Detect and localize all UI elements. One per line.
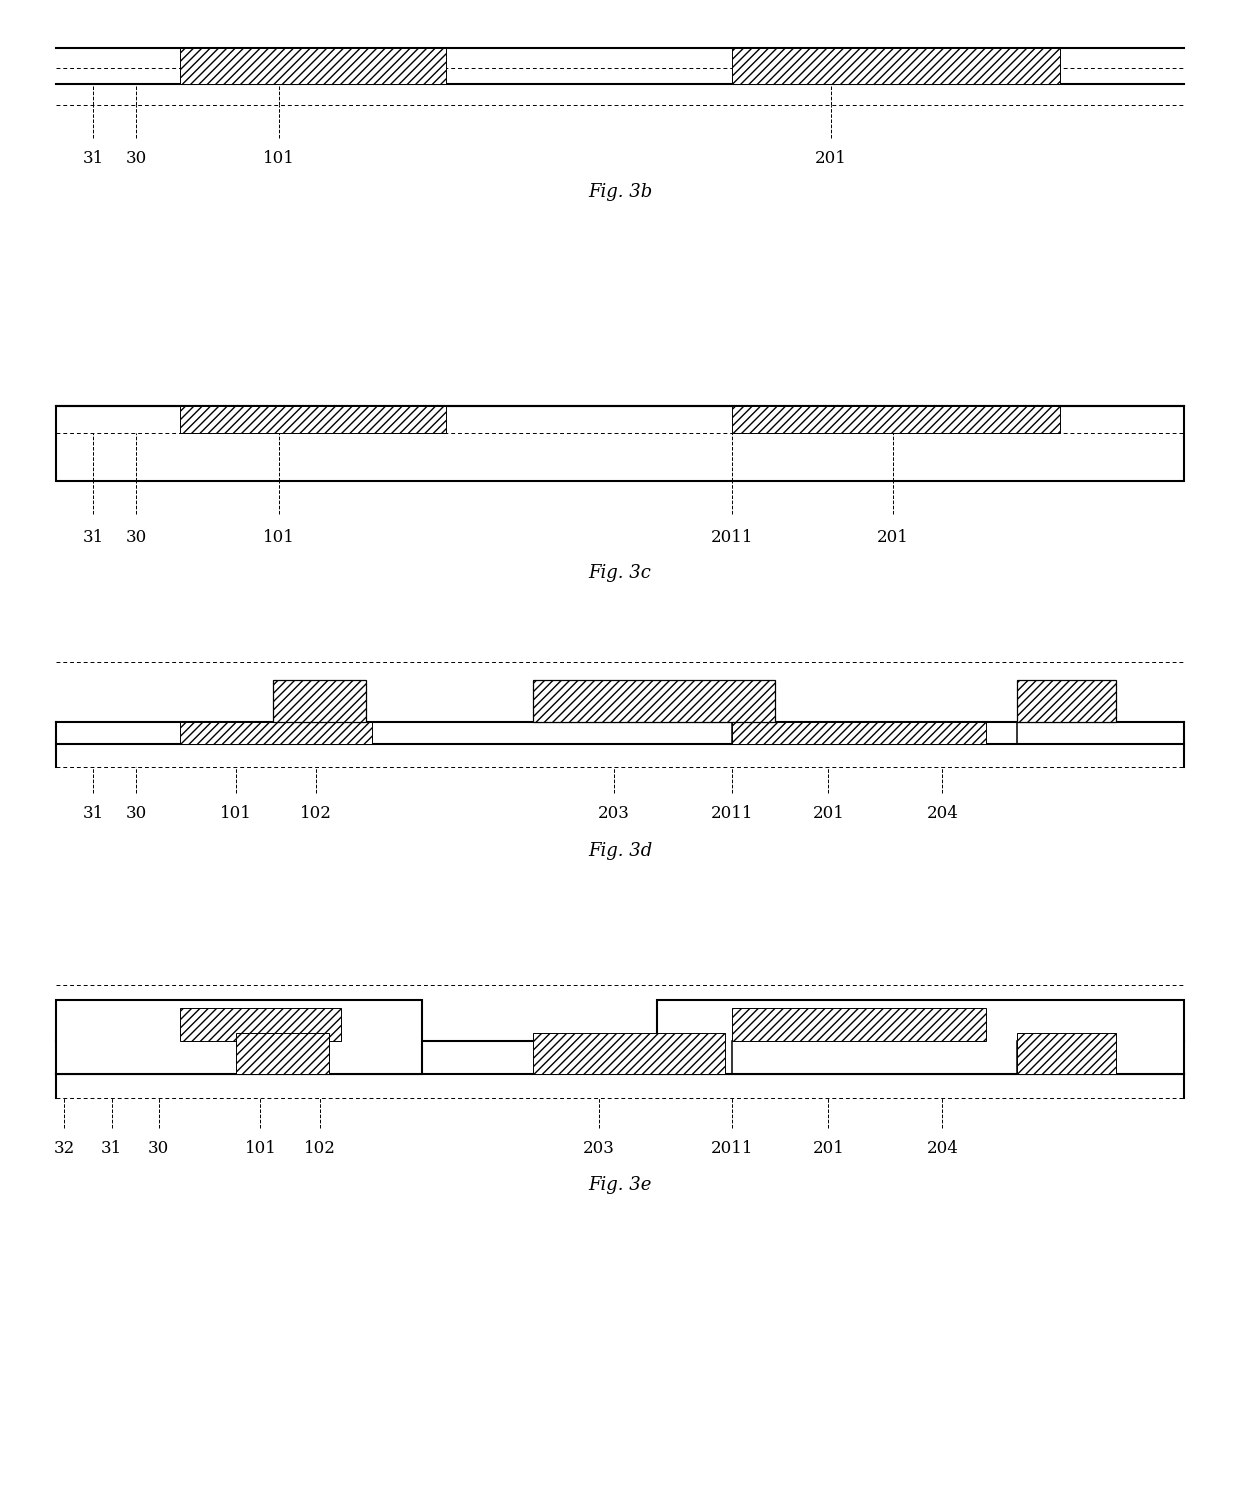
- Text: 30: 30: [125, 529, 148, 546]
- Text: 31: 31: [82, 805, 104, 821]
- Text: 2011: 2011: [711, 529, 753, 546]
- Text: 203: 203: [598, 805, 630, 821]
- Text: 30: 30: [125, 150, 148, 167]
- Text: Fig. 3c: Fig. 3c: [589, 564, 651, 582]
- Bar: [732, 1008, 986, 1041]
- Text: 102: 102: [300, 805, 332, 821]
- Bar: [732, 722, 986, 744]
- Bar: [533, 1033, 725, 1074]
- Text: Fig. 3e: Fig. 3e: [588, 1176, 652, 1194]
- Bar: [180, 722, 372, 744]
- Text: 201: 201: [815, 150, 847, 167]
- Text: 101: 101: [219, 805, 252, 821]
- Bar: [56, 84, 1184, 105]
- Text: Fig. 3d: Fig. 3d: [588, 842, 652, 860]
- Bar: [732, 406, 1060, 433]
- Text: 203: 203: [583, 1140, 615, 1157]
- Bar: [1017, 1033, 1116, 1074]
- Text: 2011: 2011: [711, 1140, 753, 1157]
- Bar: [273, 680, 366, 722]
- Bar: [1017, 680, 1116, 722]
- Bar: [56, 406, 1184, 481]
- Text: 201: 201: [877, 529, 909, 546]
- Text: 101: 101: [263, 150, 295, 167]
- Bar: [236, 1033, 329, 1074]
- Text: 32: 32: [53, 1140, 76, 1157]
- Text: 102: 102: [304, 1140, 336, 1157]
- Text: 30: 30: [125, 805, 148, 821]
- Bar: [533, 680, 775, 722]
- Text: 101: 101: [263, 529, 295, 546]
- Bar: [180, 406, 446, 433]
- Bar: [732, 48, 1060, 84]
- Text: Fig. 3b: Fig. 3b: [588, 183, 652, 202]
- Text: 2011: 2011: [711, 805, 753, 821]
- Text: 30: 30: [148, 1140, 170, 1157]
- Text: 31: 31: [82, 150, 104, 167]
- Text: 31: 31: [100, 1140, 123, 1157]
- Text: 31: 31: [82, 529, 104, 546]
- Text: 204: 204: [926, 1140, 959, 1157]
- Text: 201: 201: [812, 1140, 844, 1157]
- Text: 204: 204: [926, 805, 959, 821]
- Bar: [180, 48, 446, 84]
- Text: 101: 101: [244, 1140, 277, 1157]
- Bar: [180, 1008, 341, 1041]
- Bar: [56, 1000, 422, 1074]
- Bar: [657, 1000, 1184, 1074]
- Text: 201: 201: [812, 805, 844, 821]
